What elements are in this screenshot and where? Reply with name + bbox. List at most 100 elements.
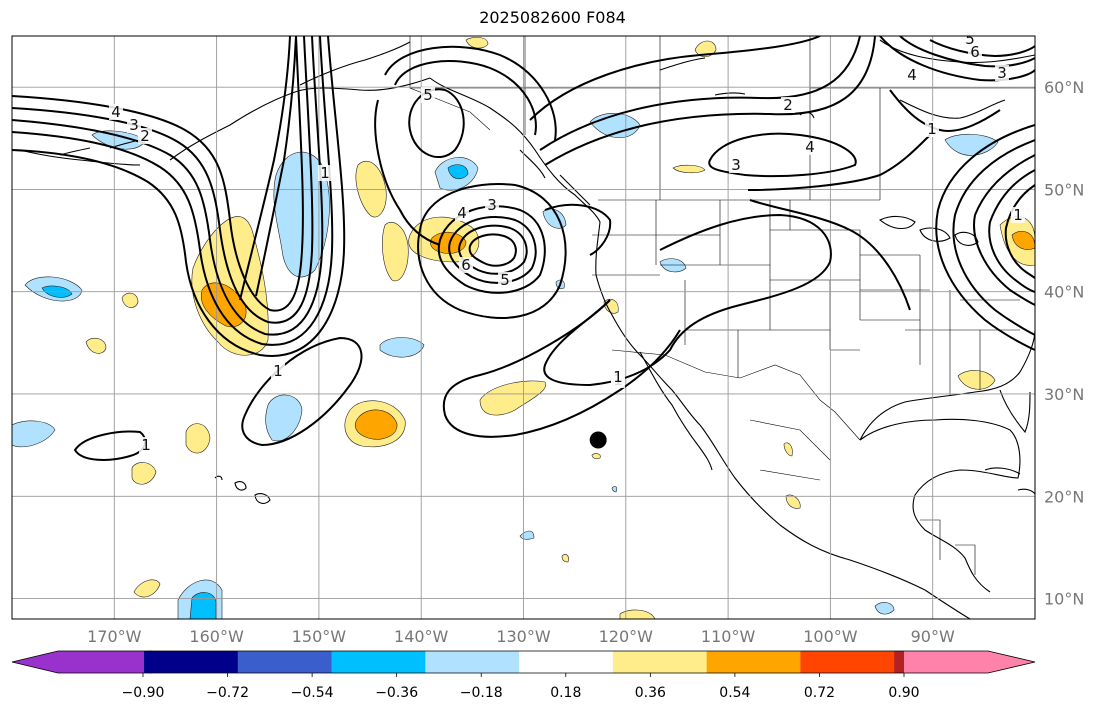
contour-label-bg: [611, 369, 625, 385]
contour-line: [374, 99, 441, 246]
anomaly-positive: [133, 579, 161, 598]
contour-lines: [12, 36, 1035, 461]
colorbar-tick-label: −0.72: [206, 685, 249, 701]
anomaly-negative: [519, 530, 535, 540]
contour-label: 4: [111, 103, 121, 121]
latitude-axis: 60°N 50°N 40°N 30°N 20°N 10°N: [1044, 78, 1084, 608]
contour-line: [239, 36, 291, 301]
contour-line: [889, 89, 1001, 132]
borders: [409, 36, 1035, 575]
lon-tick-label: 130°W: [496, 627, 551, 646]
contour-label-bg: [995, 65, 1009, 81]
anomaly-positive: [1011, 230, 1035, 250]
contour-label: 1: [613, 368, 623, 386]
lon-tick-label: 110°W: [701, 627, 756, 646]
contour-label-bg: [127, 117, 141, 133]
contour-line: [539, 36, 861, 151]
anomaly-positive: [121, 292, 139, 308]
contour-line: [408, 88, 465, 159]
contour-label: 6: [970, 43, 980, 61]
contour-label-bg: [1011, 207, 1025, 223]
colorbar-swatch: [706, 651, 801, 673]
contour-label: 2: [783, 96, 793, 114]
colorbar-swatch: [904, 651, 988, 673]
anomaly-negative: [611, 486, 618, 493]
contour-label: 6: [461, 256, 471, 274]
contour-label: 3: [731, 156, 741, 174]
colorbar-swatch: [237, 651, 333, 673]
colorbar-tick-label: 0.36: [635, 685, 666, 701]
anomaly-positive: [465, 37, 489, 49]
map-title: 2025082600 F084: [479, 8, 626, 27]
anomaly-positive: [479, 380, 547, 416]
contour-label-bg: [729, 157, 743, 173]
anomaly-negative: [874, 602, 895, 615]
longitude-axis: 170°W 160°W 150°W 140°W 130°W 120°W 110°W 100°W…: [87, 627, 955, 646]
lat-tick-label: 10°N: [1044, 590, 1084, 609]
graticule: [12, 36, 1035, 619]
colorbar-extend-low: [12, 651, 58, 673]
contour-line: [468, 233, 517, 267]
anomaly-positive: [561, 554, 569, 563]
contour-label-bg: [139, 437, 153, 453]
contour-line: [12, 36, 334, 346]
lat-tick-label: 20°N: [1044, 487, 1084, 506]
contour-label: 4: [457, 204, 467, 222]
anomaly-positive: [185, 423, 211, 454]
anomaly-positive: [591, 453, 601, 460]
colorbar-tick-label: 0.54: [719, 685, 750, 701]
contour-line: [1004, 184, 1035, 279]
contour-label-bg: [485, 197, 499, 213]
anomaly-negative: [265, 394, 303, 442]
anomaly-negative: [12, 420, 56, 448]
contour-line: [529, 36, 821, 121]
contour-label-bg: [109, 104, 123, 120]
contour-line: [394, 60, 537, 136]
colorbar-tick-label: −0.36: [375, 685, 418, 701]
contour-line: [12, 36, 346, 357]
contour-label: 1: [273, 362, 283, 380]
lon-tick-label: 90°W: [911, 627, 955, 646]
anomaly-negative: [189, 592, 217, 619]
anomaly-negative: [944, 133, 999, 156]
contour-line: [384, 45, 557, 141]
colorbar-swatch: [144, 651, 239, 673]
contour-label-bg: [781, 97, 795, 113]
contour-label: 4: [907, 66, 917, 84]
colorbar: −0.90 −0.72 −0.54 −0.36 −0.18 0.18 0.36 0.54 0.7…: [11, 650, 1036, 701]
contour-line: [543, 213, 832, 387]
lon-tick-label: 100°W: [803, 627, 858, 646]
contour-line: [879, 36, 1035, 82]
contour-line: [749, 199, 911, 311]
contour-label-bg: [455, 205, 469, 221]
contour-label: 1: [141, 436, 151, 454]
contour-label: 4: [805, 138, 815, 156]
colorbar-tick-label: 0.90: [888, 685, 919, 701]
contour-line: [973, 154, 1035, 306]
colorbar-swatch: [800, 651, 895, 673]
lon-tick-label: 170°W: [87, 627, 142, 646]
contour-line: [708, 132, 857, 178]
colorbar-tick-label: 0.18: [550, 685, 581, 701]
contour-line: [437, 205, 546, 294]
location-marker: [589, 431, 607, 449]
colorbar-swatch: [425, 651, 520, 673]
anomaly-positive: [85, 337, 107, 354]
coastlines: [19, 39, 1035, 619]
contour-line: [241, 336, 363, 447]
contour-line: [988, 169, 1035, 293]
colorbar-swatch: [331, 651, 426, 673]
colorbar-outline: [11, 650, 1036, 674]
contour-line: [442, 299, 681, 438]
contour-label: 2: [140, 127, 150, 145]
contour-label-bg: [803, 139, 817, 155]
contour-line: [929, 39, 1035, 58]
contour-line: [12, 36, 314, 324]
lon-tick-label: 160°W: [189, 627, 244, 646]
contour-label-bg: [905, 67, 919, 83]
lat-tick-label: 60°N: [1044, 78, 1084, 97]
contour-label: 1: [927, 120, 937, 138]
